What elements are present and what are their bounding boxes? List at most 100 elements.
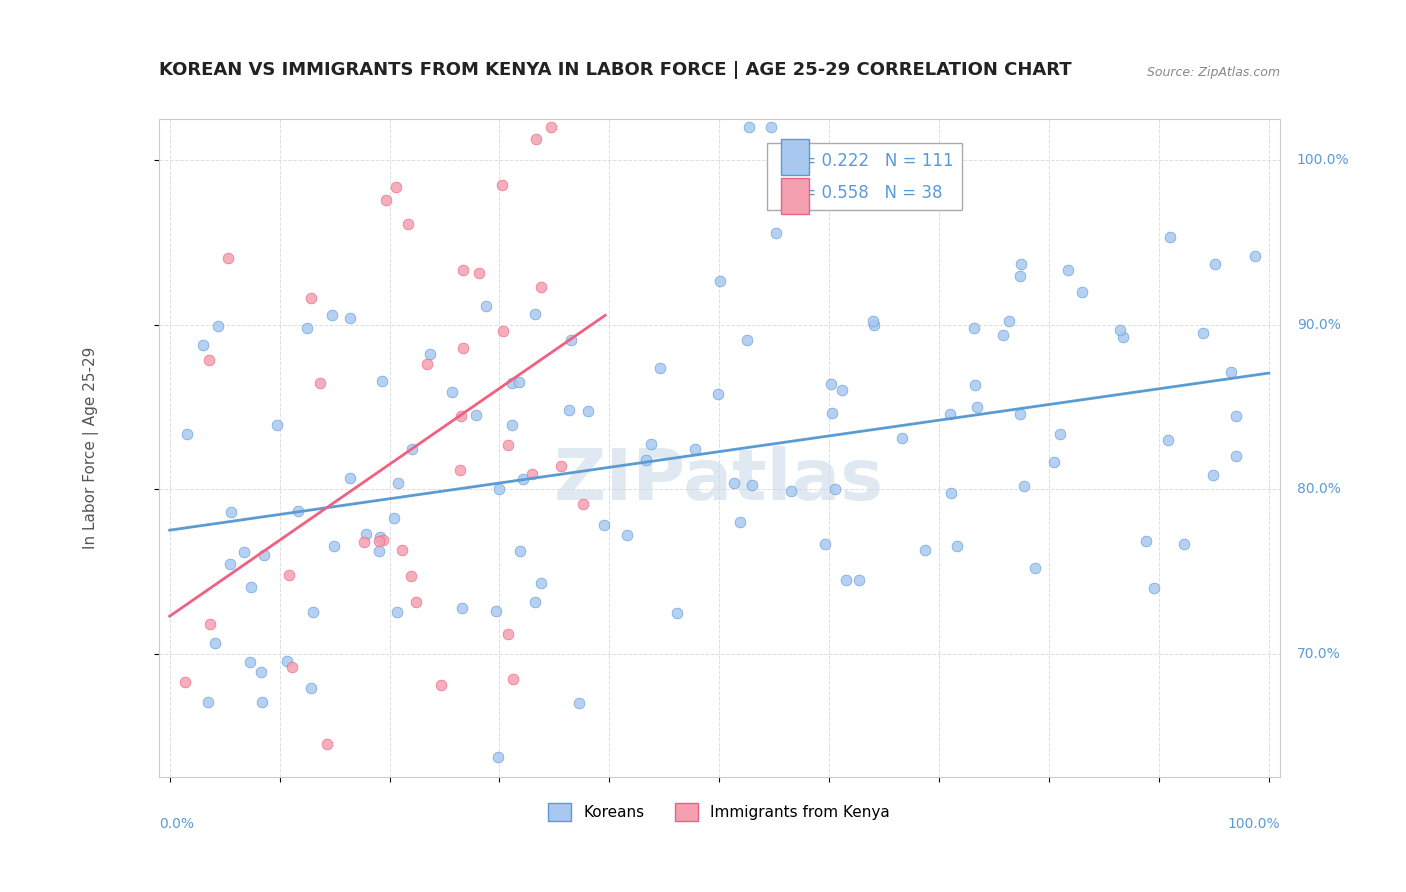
Point [492,324,515,338]
Point [371,374,394,388]
Point [250,695,273,709]
Point [419,347,441,361]
Point [1010,256,1032,270]
Text: 100.0%: 100.0% [1227,817,1279,830]
Point [707,387,730,401]
Point [723,475,745,490]
Point [496,437,519,451]
Point [1243,249,1265,263]
Point [486,750,509,764]
Point [963,377,986,392]
Point [287,503,309,517]
Point [939,407,962,421]
Point [530,280,553,294]
Point [299,681,322,695]
Point [250,665,273,679]
Point [451,263,474,277]
Point [863,318,886,333]
Point [399,568,422,582]
Text: Source: ZipAtlas.com: Source: ZipAtlas.com [1147,66,1279,79]
Point [232,545,254,559]
Point [450,409,472,423]
Point [728,515,751,529]
Point [239,655,262,669]
Text: In Labor Force | Age 25-29: In Labor Force | Age 25-29 [83,347,100,549]
Point [1112,330,1135,344]
Point [465,408,488,422]
Point [174,675,197,690]
Point [1057,263,1080,277]
Point [946,540,969,554]
Point [281,660,304,674]
Point [219,505,242,519]
Point [941,486,963,500]
Point [523,595,546,609]
Point [1157,433,1180,447]
Point [502,673,524,687]
Point [709,274,731,288]
Point [339,310,361,325]
Point [430,678,453,692]
Point [509,543,531,558]
Point [1143,581,1166,595]
Point [302,605,325,619]
Point [485,604,508,618]
Point [820,376,842,391]
Point [592,517,614,532]
Point [991,328,1014,343]
Point [198,352,221,367]
Point [523,307,546,321]
Point [568,696,591,710]
Point [396,218,419,232]
Point [368,530,391,544]
Point [197,696,219,710]
Point [572,498,595,512]
Point [501,376,523,390]
Point [634,453,657,467]
FancyBboxPatch shape [780,138,808,175]
Point [540,120,562,134]
Point [1220,365,1243,379]
Point [401,442,423,456]
Point [501,418,523,433]
Point [375,193,398,207]
Point [966,400,988,414]
Point [382,511,405,525]
Point [368,533,391,548]
Point [780,483,803,498]
Point [385,606,408,620]
Point [266,418,288,433]
Point [191,338,214,352]
Point [741,478,763,492]
Point [640,436,662,450]
Point [299,291,322,305]
Point [824,482,846,496]
Point [353,534,375,549]
Point [315,737,337,751]
Point [173,811,195,825]
Point [1202,468,1225,483]
Point [218,558,240,572]
Text: 80.0%: 80.0% [1296,483,1340,496]
Point [1173,537,1195,551]
Point [451,601,474,615]
Point [665,606,688,620]
Point [835,573,858,587]
Text: KOREAN VS IMMIGRANTS FROM KENYA IN LABOR FORCE | AGE 25-29 CORRELATION CHART: KOREAN VS IMMIGRANTS FROM KENYA IN LABOR… [159,62,1071,79]
Point [491,178,513,192]
Point [1024,561,1046,575]
Point [997,314,1019,328]
Point [278,568,301,582]
Point [560,333,582,347]
Point [415,357,437,371]
Point [176,427,198,442]
FancyBboxPatch shape [780,178,808,214]
Text: 0.0%: 0.0% [159,817,194,830]
Point [576,404,599,418]
Point [323,539,346,553]
Point [1192,326,1215,340]
Legend: Koreans, Immigrants from Kenya: Koreans, Immigrants from Kenya [541,795,898,829]
Point [821,406,844,420]
Point [468,266,491,280]
Point [914,542,936,557]
